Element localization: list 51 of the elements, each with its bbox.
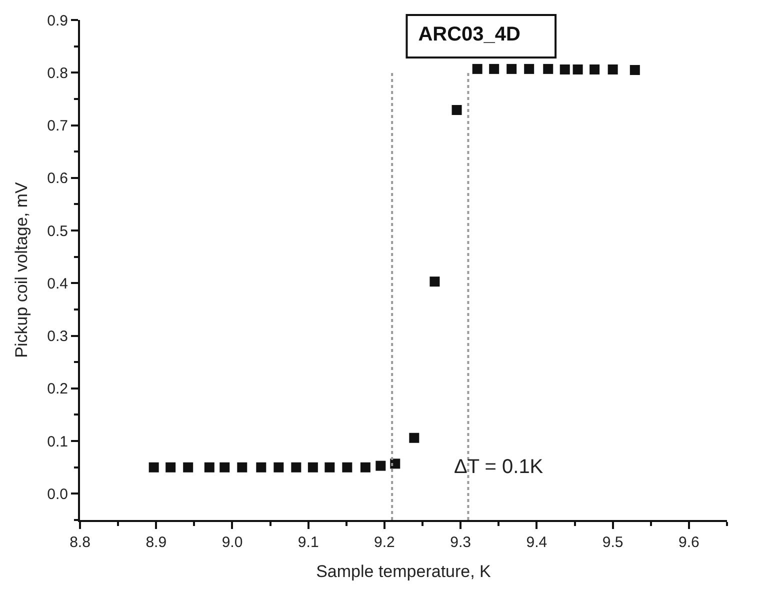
y-axis-title: Pickup coil voltage, mV — [12, 181, 32, 358]
y-tick-label: 0.7 — [47, 118, 68, 135]
x-tick-label: 9.1 — [298, 534, 319, 551]
x-tick-label: 8.9 — [146, 534, 167, 551]
point — [524, 64, 534, 74]
point — [390, 458, 400, 469]
point — [543, 64, 554, 74]
x-axis-title: Sample temperature, K — [316, 562, 492, 581]
point — [342, 462, 352, 472]
point — [308, 462, 318, 472]
point — [590, 64, 600, 74]
y-tick-label: 0.8 — [47, 64, 68, 82]
x-tick-label: 9.3 — [450, 534, 472, 551]
point — [630, 65, 640, 75]
point — [166, 462, 176, 472]
y-tick-label: 0.1 — [47, 433, 68, 450]
x-tick-label: 9.4 — [526, 534, 548, 551]
point — [560, 64, 570, 74]
x-tick-label: 8.8 — [70, 534, 90, 551]
point — [360, 462, 370, 472]
point — [148, 462, 159, 472]
y-tick-label: 0.0 — [47, 486, 68, 503]
point — [376, 460, 386, 471]
x-tick-label: 9.5 — [602, 534, 624, 551]
x-tick-label: 9.6 — [678, 534, 700, 551]
point — [452, 105, 462, 115]
x-tick-label: 9.0 — [222, 534, 243, 551]
point — [409, 432, 420, 443]
point — [274, 462, 284, 472]
annotation: ΔT = 0.1K — [454, 456, 544, 478]
point — [506, 64, 517, 74]
point — [220, 462, 230, 472]
point — [237, 462, 248, 472]
point — [489, 64, 500, 74]
point — [472, 64, 482, 74]
point — [430, 276, 440, 287]
y-tick-label: 0.5 — [47, 222, 68, 240]
y-tick-label: 0.2 — [47, 380, 68, 398]
y-tick-label: 0.6 — [47, 170, 68, 188]
point — [572, 64, 583, 74]
point — [324, 462, 335, 472]
point — [291, 462, 302, 472]
point — [256, 462, 266, 472]
x-tick-label: 9.2 — [374, 534, 395, 551]
chart-title: ARC03_4D — [418, 24, 520, 46]
y-tick-label: 0.3 — [47, 328, 68, 346]
point — [608, 64, 618, 74]
point — [204, 462, 214, 472]
y-tick-label: 0.4 — [47, 275, 68, 292]
y-tick-label: 0.9 — [47, 12, 68, 30]
point — [183, 462, 194, 472]
